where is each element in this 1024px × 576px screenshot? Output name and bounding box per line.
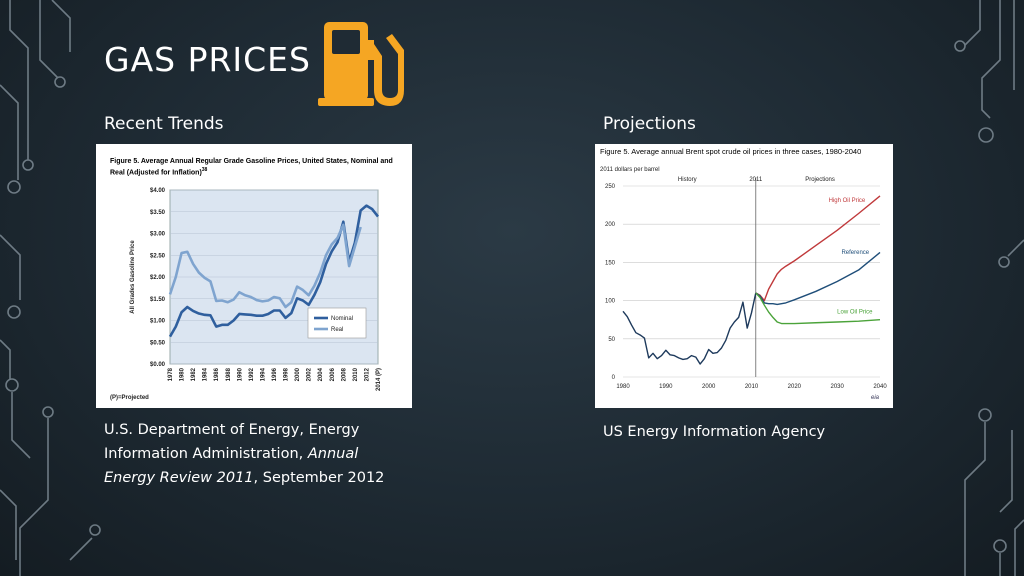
chart-title: Figure 5. Average Annual Regular Grade G…	[110, 158, 393, 177]
eia-logo: eia	[871, 395, 880, 401]
projection-source: US Energy Information Agency	[603, 424, 826, 440]
legend-label: Nominal	[331, 316, 353, 322]
y-axis-label: All Grades Gasoline Price	[130, 240, 136, 314]
gasoline-price-chart: Figure 5. Average Annual Regular Grade G…	[96, 144, 412, 408]
y-tick-label: 100	[605, 299, 616, 305]
slide-title: GAS PRICES	[104, 40, 311, 79]
x-tick-label: 2040	[873, 384, 887, 390]
x-tick-label: 2008	[341, 367, 347, 381]
x-tick-label: 2020	[788, 384, 802, 390]
x-tick-label: 1990	[659, 384, 673, 390]
y-tick-label: $4.00	[150, 188, 166, 194]
x-tick-label: 2014 (P)	[376, 368, 382, 391]
series-line-high-oil-price	[755, 195, 881, 302]
brent-plot: 2011 dollars per barrel 0 50 100 150 200 250 19…	[600, 167, 887, 401]
x-tick-label: 1996	[272, 367, 278, 381]
x-tick-label: 1992	[249, 367, 255, 381]
legend-box	[307, 307, 367, 339]
series-line-nominal	[168, 204, 380, 338]
y-tick-label: $1.50	[150, 297, 166, 303]
recent-trends-heading: Recent Trends	[104, 114, 224, 134]
x-tick-label: 2012	[364, 367, 370, 381]
x-tick-label: 2006	[330, 367, 336, 381]
x-tick-label: 1980	[180, 367, 186, 381]
chart-title: Figure 5. Average annual Brent spot crud…	[600, 147, 862, 156]
x-tick-label: 1982	[191, 367, 197, 381]
x-tick-label: 2010	[353, 367, 359, 381]
x-tick-label: 1986	[214, 367, 220, 381]
citation-text: U.S. Department of Energy, Energy Inform…	[104, 422, 360, 462]
y-tick-label: $2.00	[150, 275, 166, 281]
y-tick-label: $1.00	[150, 319, 166, 325]
x-tick-label: 2000	[295, 367, 301, 381]
x-tick-label: 1984	[203, 367, 209, 381]
x-tick-label: 1990	[237, 367, 243, 381]
y-tick-label: $3.50	[150, 210, 166, 216]
divider-year: 2011	[749, 177, 763, 183]
high-label: High Oil Price	[829, 198, 866, 204]
x-tick-label: 1980	[616, 384, 630, 390]
low-label: Low Oil Price	[837, 310, 873, 316]
series-line-low-oil-price	[755, 292, 881, 325]
x-tick-label: 2004	[318, 367, 324, 381]
y-tick-label: 200	[605, 222, 616, 228]
series-line-real	[168, 223, 362, 309]
y-axis-unit: 2011 dollars per barrel	[600, 167, 660, 173]
history-label: History	[678, 177, 697, 183]
legend-label: Real	[331, 327, 343, 333]
y-tick-label: $0.00	[150, 362, 166, 368]
y-tick-label: 50	[608, 337, 615, 343]
reference-label: Reference	[841, 250, 869, 256]
gas-pump-icon	[318, 22, 404, 106]
citation-title: Annual Energy Review 2011	[104, 446, 359, 486]
projections-label: Projections	[805, 177, 835, 183]
y-tick-label: $2.50	[150, 253, 166, 259]
source-citation: U.S. Department of Energy, Energy Inform…	[104, 418, 394, 490]
y-tick-label: 150	[605, 260, 616, 266]
x-tick-label: 2030	[830, 384, 844, 390]
series-line-history	[622, 292, 757, 365]
brent-crude-chart: Figure 5. Average annual Brent spot crud…	[595, 144, 893, 408]
y-tick-label: 250	[605, 184, 616, 190]
y-tick-label: $3.00	[150, 232, 166, 238]
x-tick-label: 2000	[702, 384, 716, 390]
footnote-marker: 38	[201, 167, 208, 173]
series-line-reference	[755, 251, 881, 306]
x-tick-label: 1994	[260, 367, 266, 381]
y-tick-label: 0	[612, 375, 616, 381]
x-tick-label: 1978	[168, 367, 174, 381]
x-tick-label: 1988	[226, 367, 232, 381]
projected-note: (P)=Projected	[110, 395, 149, 401]
x-tick-label: 1998	[284, 367, 290, 381]
x-tick-label: 2010	[745, 384, 759, 390]
citation-date: , September 2012	[253, 470, 385, 486]
gasoline-plot: $0.00 $0.50 $1.00 $1.50 $2.00 $2.50 $3.00 $3.50…	[110, 188, 382, 401]
projections-heading: Projections	[603, 114, 696, 134]
y-tick-label: $0.50	[150, 340, 166, 346]
x-tick-label: 2002	[307, 367, 313, 381]
